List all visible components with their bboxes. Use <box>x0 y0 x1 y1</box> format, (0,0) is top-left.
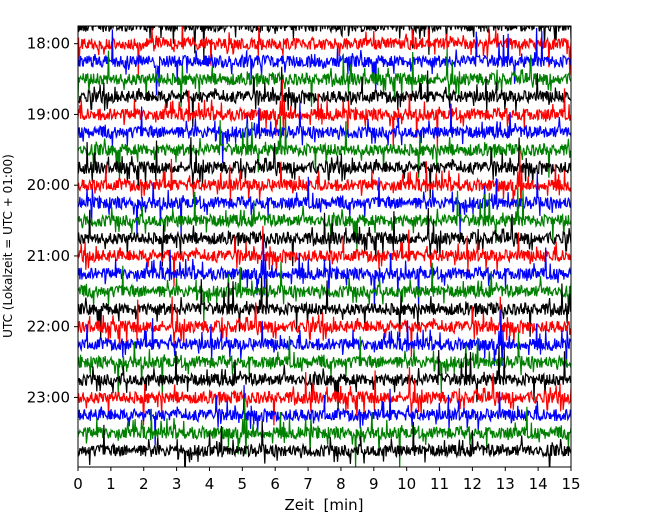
x-axis: 0 1 2 3 4 5 6 7 8 9 10 11 12 13 14 15 <box>73 467 581 493</box>
trace-line <box>78 137 571 199</box>
trace-line <box>78 26 571 59</box>
x-tick-label: 13 <box>496 475 515 493</box>
y-tick-label: 23:00 <box>27 388 70 406</box>
trace-line <box>78 296 571 358</box>
x-tick-label: 6 <box>270 475 280 493</box>
trace-line <box>78 332 571 397</box>
x-tick-label: 5 <box>238 475 248 493</box>
y-tick-label: 18:00 <box>27 35 70 53</box>
trace-line <box>78 275 571 340</box>
trace-group <box>78 26 571 467</box>
x-tick-label: 15 <box>561 475 580 493</box>
x-tick-label: 14 <box>529 475 548 493</box>
trace-line <box>78 48 571 108</box>
y-tick-label: 21:00 <box>27 247 70 265</box>
x-tick-label: 10 <box>397 475 416 493</box>
trace-line <box>78 261 571 323</box>
trace-line <box>78 27 571 96</box>
trace-line <box>78 79 571 150</box>
y-tick-label: 20:00 <box>27 176 70 194</box>
x-tick-label: 4 <box>205 475 215 493</box>
trace-line <box>78 66 571 128</box>
trace-line <box>78 420 571 467</box>
y-axis-label: UTC (Lokalzeit = UTC + 01:00) <box>1 154 15 338</box>
trace-line <box>78 309 571 367</box>
x-tick-label: 2 <box>139 475 149 493</box>
x-tick-label: 12 <box>463 475 482 493</box>
x-tick-label: 11 <box>430 475 449 493</box>
trace-line <box>78 385 571 446</box>
plot-frame <box>77 25 572 468</box>
trace-line <box>78 150 571 207</box>
x-tick-label: 0 <box>73 475 83 493</box>
x-tick-label: 1 <box>106 475 116 493</box>
trace-line <box>78 116 571 181</box>
x-tick-label: 7 <box>303 475 313 493</box>
trace-line <box>78 207 571 267</box>
trace-line <box>78 26 571 76</box>
x-tick-label: 8 <box>336 475 346 493</box>
x-tick-label: 9 <box>369 475 379 493</box>
y-tick-label: 22:00 <box>27 318 70 336</box>
trace-line <box>78 346 571 411</box>
trace-line <box>78 102 571 164</box>
x-axis-label: Zeit [min] <box>284 496 363 514</box>
x-tick-label: 3 <box>172 475 182 493</box>
y-axis: 18:00 19:00 20:00 21:00 22:00 23:00 <box>27 35 78 406</box>
trace-line <box>78 397 571 467</box>
trace-line <box>78 238 571 309</box>
y-tick-label: 19:00 <box>27 105 70 123</box>
trace-line <box>78 225 571 287</box>
